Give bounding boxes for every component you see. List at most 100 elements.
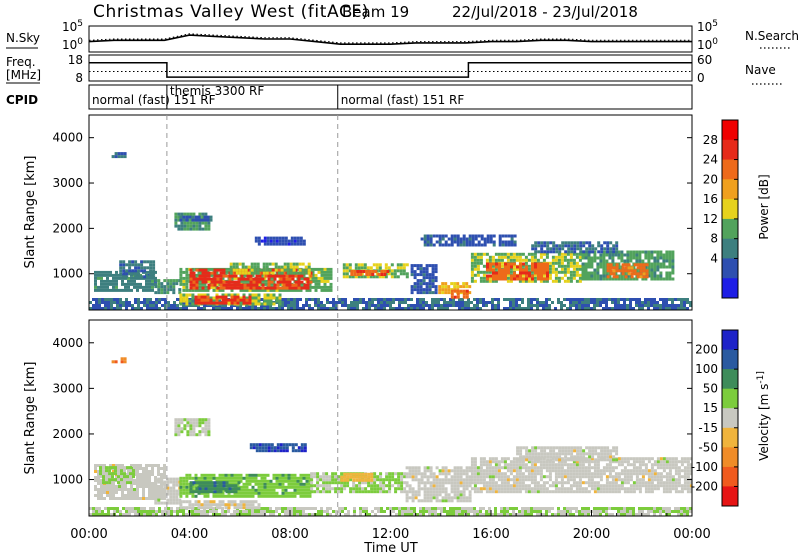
heatmap-cell (185, 476, 189, 480)
heatmap-cell (122, 260, 126, 264)
heatmap-cell (126, 466, 129, 470)
heatmap-cell (494, 279, 498, 283)
heatmap-cell (510, 262, 513, 266)
heatmap-cell (210, 277, 214, 281)
heatmap-cell (447, 291, 451, 295)
heatmap-cell (103, 273, 106, 277)
heatmap-cell (431, 270, 435, 274)
heatmap-cell (491, 466, 495, 470)
heatmap-cell (465, 237, 469, 241)
heatmap-cell (548, 307, 551, 310)
heatmap-cell (368, 298, 371, 301)
heatmap-cell (560, 252, 564, 256)
heatmap-cell (311, 507, 314, 510)
heatmap-cell (172, 288, 176, 292)
heatmap-cell (485, 490, 489, 494)
heatmap-cell (236, 503, 240, 507)
heatmap-cell (476, 469, 480, 473)
heatmap-cell (578, 273, 582, 277)
heatmap-cell (149, 269, 153, 273)
heatmap-cell (506, 510, 509, 513)
heatmap-cell (308, 285, 312, 289)
heatmap-cell (462, 499, 466, 503)
heatmap-cell (182, 485, 186, 489)
heatmap-cell (491, 304, 494, 307)
heatmap-cell (395, 507, 398, 510)
heatmap-cell (103, 485, 106, 488)
heatmap-cell (230, 298, 234, 302)
heatmap-cell (390, 272, 394, 276)
heatmap-cell (115, 464, 118, 467)
heatmap-cell (423, 484, 427, 488)
heatmap-cell (134, 510, 137, 513)
heatmap-cell (278, 302, 282, 306)
heatmap-cell (659, 507, 662, 510)
heatmap-cell (272, 288, 276, 292)
heatmap-cell (485, 270, 489, 274)
heatmap-cell (596, 507, 599, 510)
heatmap-cell (139, 485, 142, 488)
heatmap-cell (182, 482, 186, 486)
heatmap-cell (313, 490, 317, 494)
heatmap-cell (569, 270, 573, 274)
heatmap-cell (527, 472, 531, 476)
heatmap-cell (179, 270, 183, 274)
heatmap-cell (245, 513, 248, 516)
heatmap-cell (494, 510, 497, 513)
heatmap-cell (620, 259, 624, 263)
heatmap-cell (533, 276, 537, 280)
heatmap-cell (668, 250, 672, 254)
heatmap-cell (234, 490, 238, 494)
heatmap-cell (566, 252, 570, 256)
heatmap-cell (261, 286, 265, 290)
heatmap-cell (290, 491, 294, 495)
heatmap-cell (491, 475, 495, 479)
heatmap-cell (591, 244, 595, 248)
heatmap-cell (317, 267, 321, 271)
heatmap-cell (361, 472, 365, 476)
heatmap-cell (438, 240, 442, 244)
heatmap-cell (285, 283, 289, 287)
colorbar-tick-label: 20 (703, 172, 718, 186)
heatmap-cell (411, 496, 415, 500)
heatmap-cell (240, 277, 244, 281)
heatmap-cell (518, 487, 522, 491)
heatmap-cell (612, 266, 616, 270)
heatmap-cell (582, 250, 586, 254)
heatmap-cell (468, 285, 472, 289)
heatmap-cell (521, 258, 525, 262)
heatmap-cell (518, 460, 522, 464)
heatmap-cell (417, 487, 421, 491)
heatmap-cell (140, 307, 143, 310)
heatmap-cell (320, 273, 324, 277)
heatmap-cell (440, 507, 443, 510)
heatmap-cell (228, 484, 232, 488)
heatmap-cell (612, 250, 616, 254)
heatmap-cell (530, 304, 533, 307)
heatmap-cell (197, 218, 201, 222)
heatmap-cell (566, 267, 570, 271)
heatmap-cell (179, 479, 183, 483)
heatmap-cell (127, 288, 130, 292)
heatmap-cell (97, 473, 100, 476)
heatmap-cell (306, 283, 310, 287)
heatmap-cell (578, 264, 582, 268)
heatmap-cell (302, 491, 306, 495)
heatmap-cell (411, 475, 415, 479)
heatmap-cell (201, 268, 205, 272)
heatmap-cell (431, 507, 434, 510)
heatmap-cell (134, 513, 137, 516)
heatmap-cell (345, 275, 349, 279)
heatmap-cell (566, 264, 570, 268)
heatmap-cell (593, 298, 596, 301)
heatmap-cell (182, 307, 185, 310)
heatmap-cell (548, 264, 552, 268)
heatmap-cell (470, 487, 474, 491)
heatmap-cell (411, 466, 415, 470)
heatmap-cell (185, 482, 189, 486)
heatmap-cell (408, 490, 412, 494)
heatmap-cell (157, 485, 160, 488)
heatmap-cell (639, 272, 643, 276)
heatmap-cell (320, 285, 324, 289)
heatmap-cell (263, 510, 266, 513)
